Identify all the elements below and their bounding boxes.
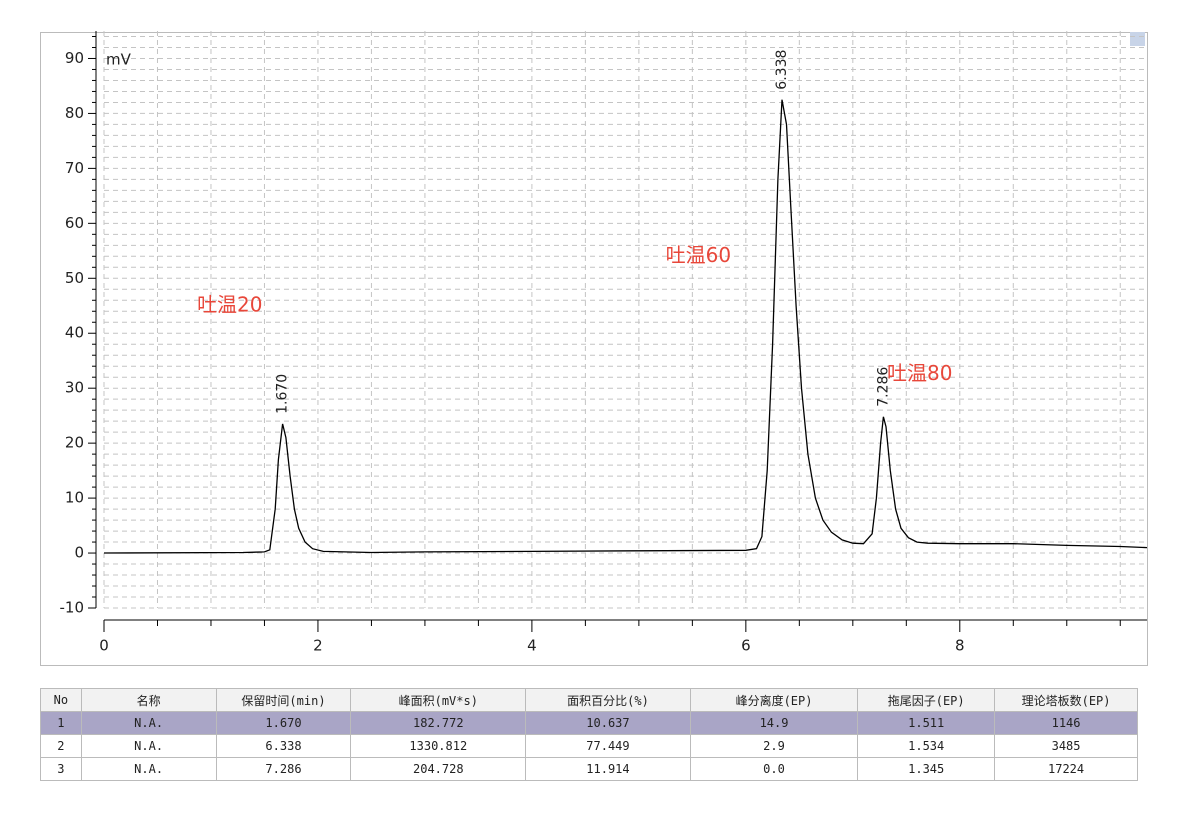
table-cell: 77.449: [525, 734, 691, 758]
table-cell: 1: [40, 711, 82, 735]
annotation: 吐温60: [666, 243, 731, 267]
y-tick-label: 0: [74, 544, 84, 562]
table-row[interactable]: 2 N.A. 6.338 1330.812 77.449 2.9 1.534 3485: [40, 734, 1138, 758]
table-cell: 7.286: [215, 757, 352, 781]
x-tick-label: 2: [313, 637, 323, 655]
table-cell: 182.772: [350, 711, 527, 735]
table-header-cell: 理论塔板数(EP): [994, 688, 1138, 712]
table-row[interactable]: 3 N.A. 7.286 204.728 11.914 0.0 1.345 17224: [40, 757, 1138, 781]
table-cell: 1330.812: [350, 734, 527, 758]
table-cell: 1146: [994, 711, 1138, 735]
table-cell: 2.9: [689, 734, 859, 758]
y-tick-label: 10: [65, 489, 84, 507]
table-cell: 14.9: [689, 711, 859, 735]
table-header-cell: 拖尾因子(EP): [857, 688, 996, 712]
table-cell: 204.728: [350, 757, 527, 781]
peak-label: 6.338: [774, 50, 790, 90]
table-cell: 1.534: [857, 734, 996, 758]
table-cell: 2: [40, 734, 82, 758]
peak-label: 7.286: [875, 367, 891, 407]
grid: [103, 31, 1147, 609]
table-cell: 3: [40, 757, 82, 781]
y-tick-label: 80: [65, 104, 84, 122]
y-tick-label: 20: [65, 434, 84, 452]
y-tick-label: 30: [65, 379, 84, 397]
axes: -10 0 10 20 30 40 50 60 70 80 90 0 2 4 6 8: [60, 31, 1147, 655]
table-header-cell: 保留时间(min): [215, 688, 352, 712]
annotation: 吐温20: [197, 292, 262, 316]
corner-button: [1130, 32, 1145, 46]
y-tick-label: 60: [65, 214, 84, 232]
table-cell: 1.345: [857, 757, 996, 781]
peak-table: No 名称 保留时间(min) 峰面积(mV*s) 面积百分比(%) 峰分离度(EP) 拖尾…: [40, 688, 1138, 781]
chart: -10 0 10 20 30 40 50 60 70 80 90 0 2 4 6 8 mV 1.670 6.33…: [40, 31, 1148, 666]
table-header-cell: 面积百分比(%): [525, 688, 691, 712]
table-cell: 0.0: [689, 757, 859, 781]
x-tick-label: 8: [955, 637, 965, 655]
y-tick-label: 70: [65, 159, 84, 177]
y-tick-label: 40: [65, 324, 84, 342]
table-cell: 10.637: [525, 711, 691, 735]
table-header-cell: No: [40, 688, 82, 712]
table-cell: N.A.: [80, 757, 217, 781]
table-header-cell: 名称: [80, 688, 217, 712]
table-cell: N.A.: [80, 711, 217, 735]
table-header-cell: 峰面积(mV*s): [350, 688, 527, 712]
x-tick-label: 4: [527, 637, 537, 655]
x-tick-label: 6: [741, 637, 751, 655]
table-cell: 17224: [994, 757, 1138, 781]
table-cell: 11.914: [525, 757, 691, 781]
peak-label: 1.670: [275, 374, 291, 414]
table-cell: 3485: [994, 734, 1138, 758]
table-row[interactable]: 1 N.A. 1.670 182.772 10.637 14.9 1.511 1146: [40, 711, 1138, 735]
y-tick-label: 90: [65, 49, 84, 67]
table-cell: 6.338: [215, 734, 352, 758]
y-tick-label: -10: [60, 599, 85, 617]
table-cell: 1.670: [215, 711, 352, 735]
table-header-cell: 峰分离度(EP): [689, 688, 859, 712]
annotation: 吐温80: [887, 361, 952, 385]
y-tick-label: 50: [65, 269, 84, 287]
chromatogram-trace: [103, 99, 1148, 554]
chart-frame: [40, 32, 1148, 666]
table-cell: 1.511: [857, 711, 996, 735]
y-unit: mV: [106, 51, 132, 69]
x-tick-label: 0: [99, 637, 109, 655]
table-cell: N.A.: [80, 734, 217, 758]
